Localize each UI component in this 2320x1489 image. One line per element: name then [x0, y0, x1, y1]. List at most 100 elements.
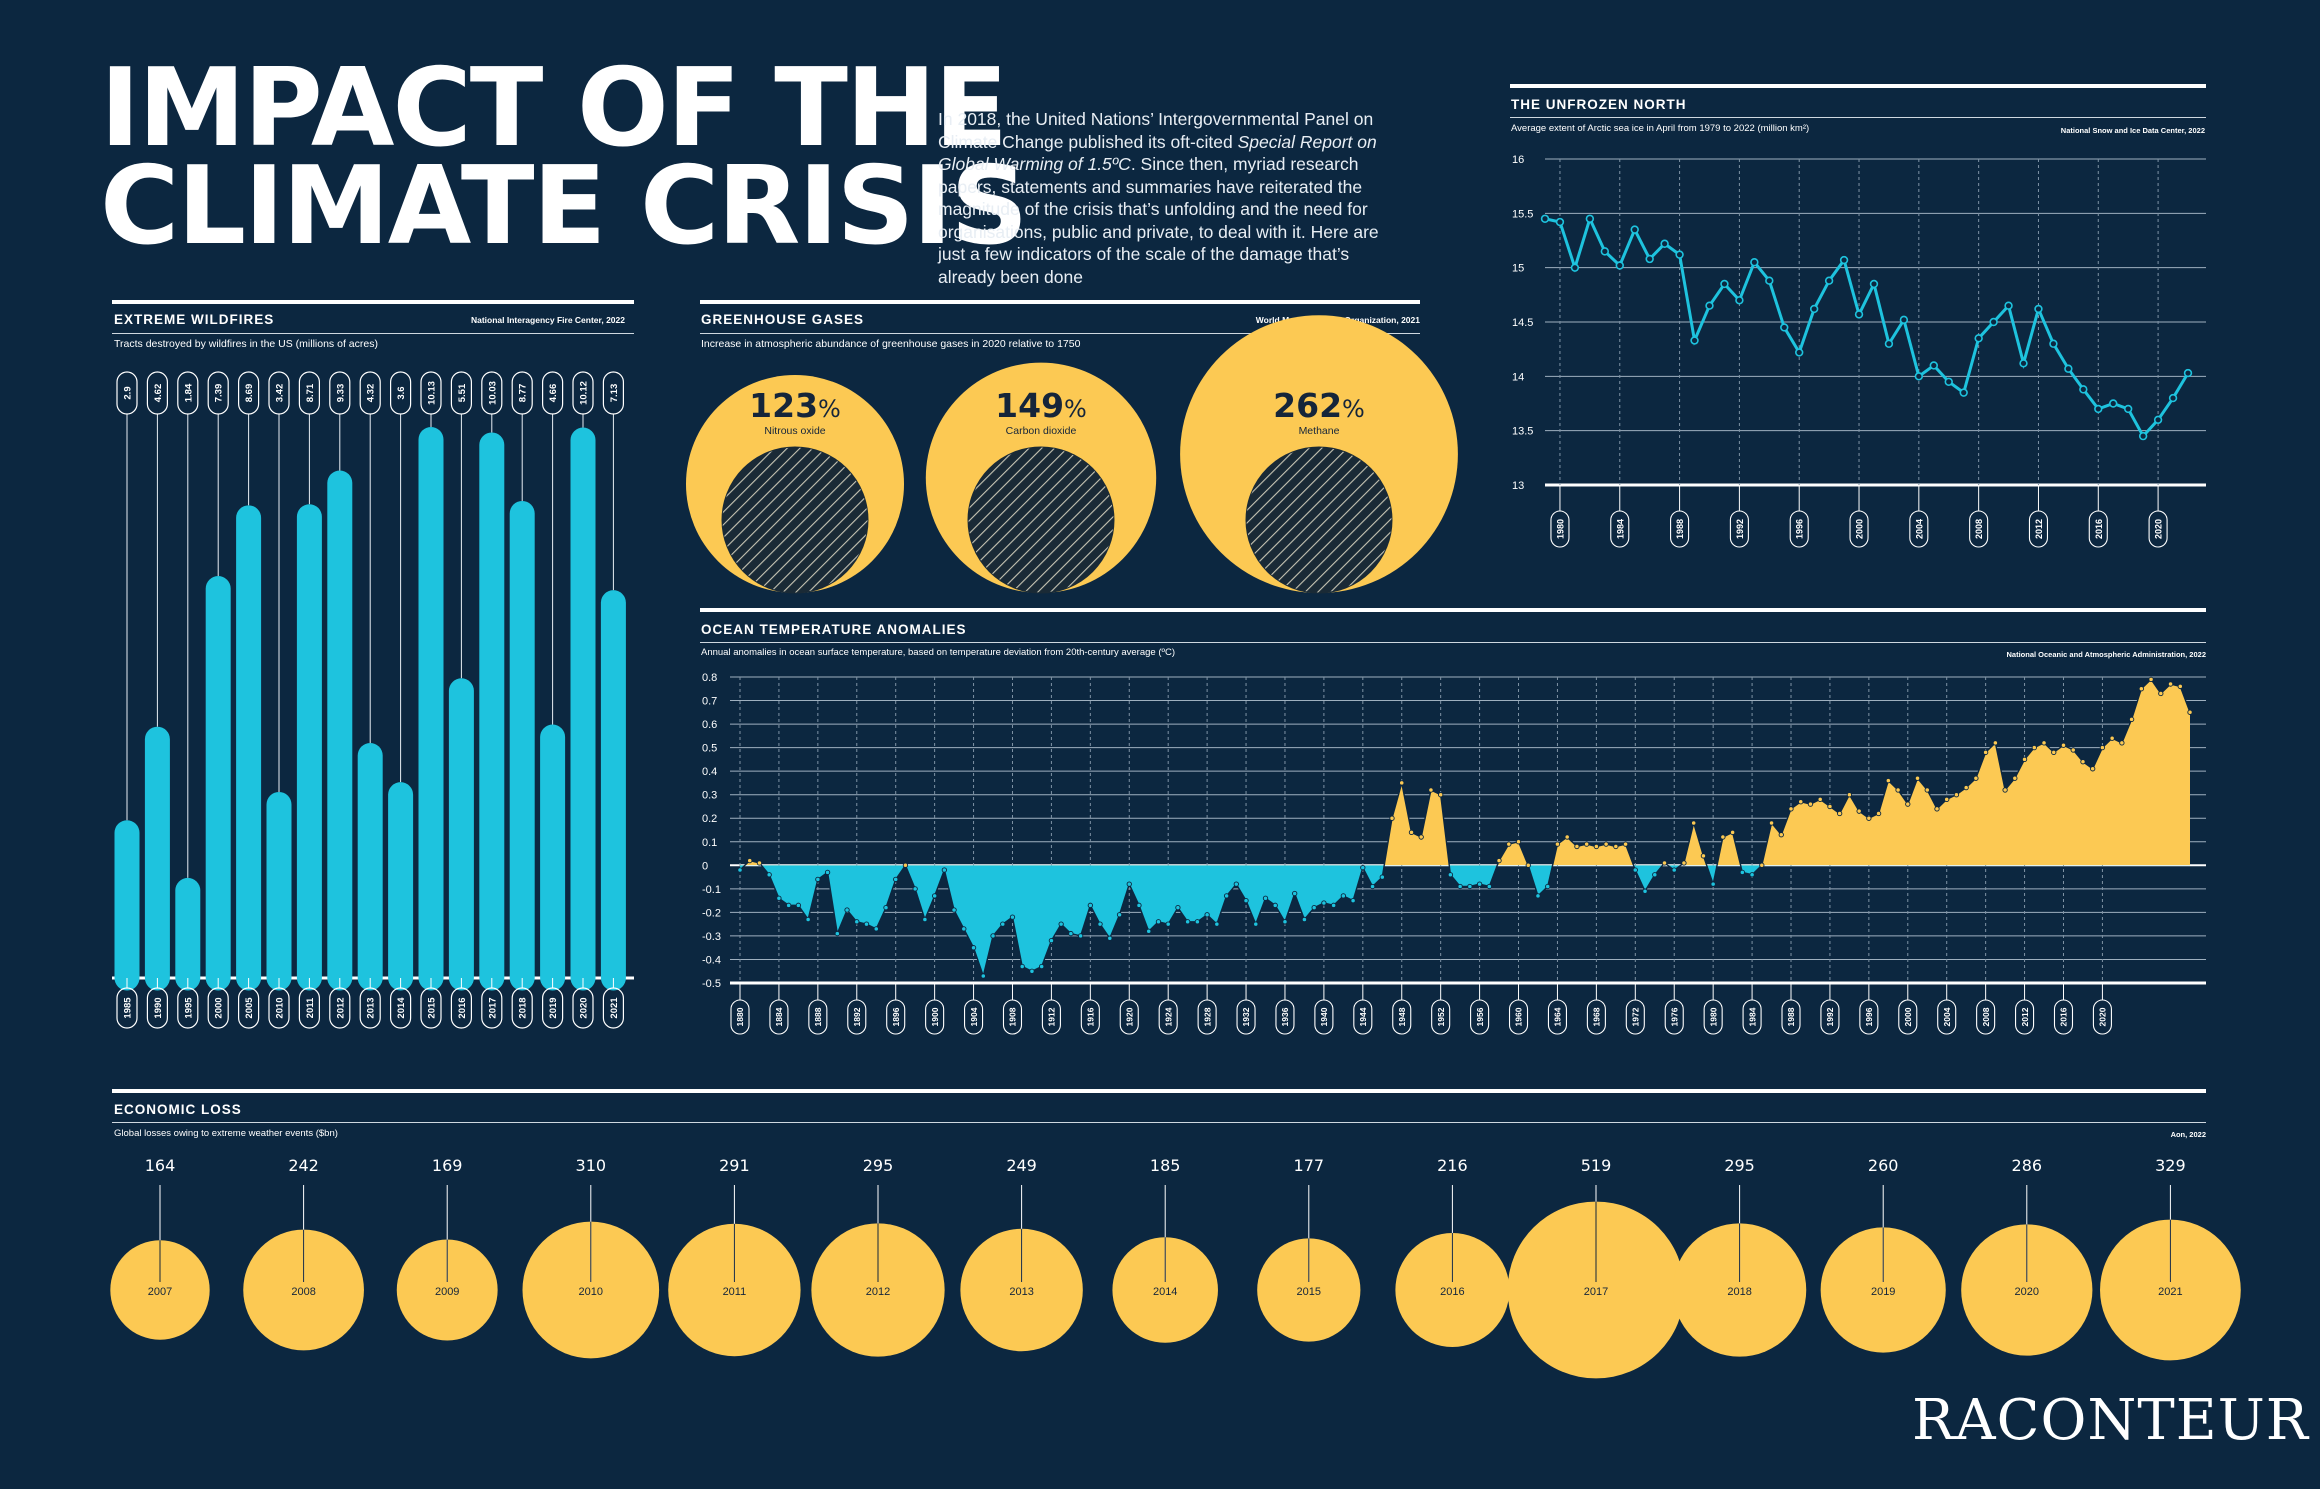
ice-y-tick: 13.5	[1512, 426, 1533, 438]
ocean-x-label: 1984	[1747, 1007, 1757, 1026]
ocean-x-pill	[1742, 999, 1762, 1035]
wildfires-value-label: 8.77	[518, 384, 529, 403]
ocean-area-negative	[740, 865, 2190, 976]
ocean-x-label: 1936	[1280, 1007, 1290, 1026]
econ-bubble	[243, 1229, 364, 1351]
ocean-point	[1944, 796, 1950, 803]
ocean-y-tick: -0.5	[702, 978, 721, 990]
ice-point	[1944, 377, 1953, 386]
intro-report-title: Special Report on Global Warming of 1.5º…	[938, 131, 1377, 175]
ocean-y-tick: 0.4	[702, 766, 717, 778]
ocean-title: OCEAN TEMPERATURE ANOMALIES	[701, 622, 967, 637]
ocean-point	[1739, 869, 1745, 876]
wildfires-value-label: 3.42	[275, 384, 286, 403]
econ-value-label: 249	[1006, 1156, 1037, 1175]
econ-bubble	[1257, 1238, 1361, 1342]
ocean-point	[1691, 820, 1697, 826]
intro-text: In 2018, the United Nations’ Intergovern…	[938, 108, 1408, 288]
econ-bubble	[1820, 1227, 1946, 1353]
ocean-point	[1116, 912, 1123, 918]
ice-point	[1854, 310, 1864, 319]
ice-point	[2123, 404, 2133, 414]
wildfires-value-label: 4.62	[153, 384, 164, 403]
ocean-x-pill	[1703, 999, 1723, 1035]
wildfires-value-label: 5.51	[457, 383, 468, 402]
ocean-point	[863, 921, 870, 927]
ocean-x-pill	[925, 999, 945, 1035]
ice-x-label: 1980	[1555, 519, 1565, 539]
wildfires-year-pill	[572, 987, 594, 1029]
econ-year-label: 2009	[435, 1286, 459, 1298]
ocean-x-label: 1912	[1047, 1007, 1057, 1026]
econ-value-label: 169	[432, 1156, 463, 1175]
econ-year-label: 2021	[2158, 1286, 2182, 1298]
wildfires-year-pill	[329, 987, 351, 1029]
ice-x-pill	[1789, 510, 1809, 548]
econ-value-label: 286	[2012, 1156, 2043, 1175]
ocean-point	[2080, 759, 2086, 765]
ocean-point	[2031, 744, 2037, 751]
ocean-point	[1515, 839, 1522, 845]
ocean-point	[941, 867, 948, 873]
econ-value-label: 291	[719, 1156, 750, 1175]
econ-bubble	[396, 1239, 498, 1341]
ghg-chart: 123%Nitrous oxide 149%Carbon dioxide 262%M…	[685, 315, 1458, 594]
ocean-x-label: 1972	[1631, 1007, 1641, 1026]
ocean-point	[795, 902, 802, 908]
ice-point	[1959, 388, 1968, 397]
ocean-x-label: 2008	[1981, 1007, 1991, 1026]
ocean-point	[1486, 883, 1492, 890]
ocean-point	[1292, 890, 1298, 897]
wildfires-bar	[540, 724, 566, 991]
econ-value-label: 295	[863, 1156, 894, 1175]
ocean-point	[1856, 808, 1862, 814]
ocean-point	[1905, 801, 1911, 807]
ocean-point	[2070, 747, 2076, 753]
ice-x-pill	[1610, 510, 1630, 548]
wildfires-year-label: 2015	[427, 997, 438, 1019]
wildfires-bar	[418, 427, 444, 991]
ocean-y-tick: 0.1	[702, 837, 717, 849]
econ-year-label: 2008	[291, 1286, 315, 1298]
ocean-point	[1681, 860, 1687, 866]
ocean-x-pill	[847, 999, 867, 1035]
econ-value-label: 519	[1581, 1156, 1612, 1175]
ocean-point	[1009, 914, 1016, 920]
ice-point	[1989, 317, 1998, 327]
wildfires-year-pill	[390, 987, 412, 1029]
ocean-x-pill	[1236, 999, 1256, 1035]
ghg-thin-rule	[700, 333, 1420, 334]
ocean-x-label: 1948	[1397, 1007, 1407, 1026]
ocean-point	[1408, 829, 1415, 836]
ocean-point	[2051, 749, 2057, 755]
ocean-point	[1136, 902, 1142, 908]
wildfires-thin-rule	[112, 333, 634, 334]
ice-point	[1780, 323, 1789, 332]
ice-point	[1824, 276, 1834, 285]
ocean-x-pill	[1508, 999, 1529, 1035]
ocean-point	[1788, 806, 1794, 812]
econ-year-label: 2011	[723, 1286, 747, 1298]
ocean-point	[873, 926, 879, 932]
ocean-source: National Oceanic and Atmospheric Adminis…	[2006, 650, 2207, 659]
ocean-x-label: 1900	[930, 1007, 940, 1026]
wildfires-bar	[600, 590, 626, 991]
ocean-point	[1107, 935, 1113, 941]
main-title: IMPACT OF THE CLIMATE CRISIS	[100, 55, 1028, 261]
ocean-point	[1350, 897, 1356, 904]
ghg-title: GREENHOUSE GASES	[701, 312, 865, 327]
ocean-point	[1661, 860, 1668, 866]
ocean-point	[2158, 690, 2164, 697]
ice-point	[2168, 393, 2178, 403]
ocean-point	[2021, 756, 2028, 763]
ocean-x-label: 1952	[1436, 1007, 1446, 1026]
ocean-point	[1564, 834, 1570, 840]
ice-point	[2138, 431, 2148, 441]
ice-point	[2153, 415, 2163, 424]
ocean-point	[1593, 843, 1600, 850]
ocean-point	[893, 876, 899, 883]
wildfires-value-pill	[359, 371, 381, 415]
ice-point	[1585, 214, 1595, 223]
ocean-subtitle: Annual anomalies in ocean surface temper…	[701, 647, 1175, 658]
econ-year-label: 2015	[1297, 1286, 1321, 1298]
